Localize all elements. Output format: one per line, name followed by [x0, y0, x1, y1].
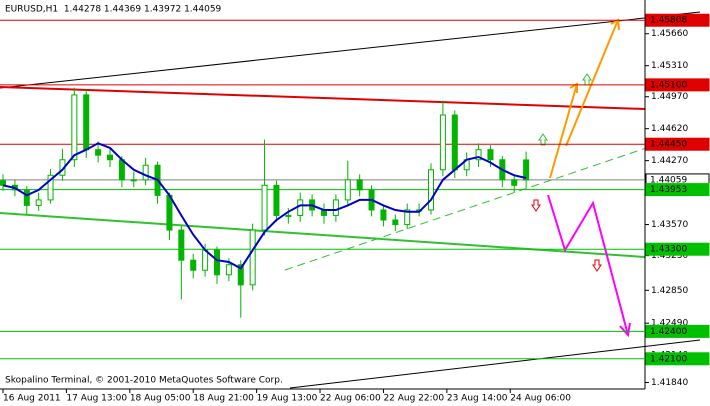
level-label: 1.42400	[650, 327, 687, 337]
level-label-box	[645, 183, 710, 197]
candle-body	[214, 249, 220, 276]
candle-body	[225, 264, 232, 276]
up-arrow-icon	[538, 133, 548, 146]
x-tick-label: 22 Aug 06:00	[320, 394, 381, 404]
candle-body	[142, 164, 149, 181]
resistance-trend	[0, 86, 646, 110]
candle-body	[261, 184, 268, 231]
y-tick-label: 1.42490	[651, 319, 688, 329]
level-label-box	[645, 352, 710, 366]
candle-body	[511, 179, 518, 186]
y-tick-label: 1.45660	[651, 29, 688, 39]
x-tick-label: 22 Aug 22:00	[383, 394, 444, 404]
level-label-box	[645, 242, 710, 256]
candle-body	[428, 169, 434, 211]
level-label-box	[645, 137, 710, 151]
magenta-arrowhead	[619, 322, 631, 338]
y-tick-label: 1.44970	[651, 92, 688, 102]
candle-body	[332, 199, 339, 216]
candle-body	[23, 189, 30, 206]
footer: Skopalino Terminal, © 2001-2010 MetaQuot…	[5, 376, 283, 386]
candle-body	[35, 199, 42, 206]
up-arrow-icon	[582, 73, 592, 86]
channel-bottom	[289, 339, 701, 389]
candle-body	[392, 219, 399, 226]
chart-title: EURUSD,H1 1.44278 1.44369 1.43972 1.4405…	[5, 5, 222, 15]
candle-body	[202, 249, 209, 271]
orange-arrowhead	[569, 82, 578, 93]
candle-body	[487, 149, 494, 161]
channel-top	[0, 11, 701, 89]
candle-body	[47, 174, 54, 201]
y-tick-label: 1.43570	[651, 220, 688, 230]
magenta-path	[547, 194, 629, 336]
candle-body	[118, 159, 125, 181]
candle-body	[285, 214, 292, 217]
x-tick-label: 18 Aug 21:00	[193, 394, 254, 404]
orange-arrow	[549, 83, 578, 179]
candle-body	[95, 149, 102, 156]
level-label-box	[645, 324, 710, 338]
level-label: 1.45100	[650, 80, 687, 90]
candle-body	[356, 179, 363, 191]
y-tick-label: 1.41840	[651, 378, 688, 388]
level-label-box	[645, 78, 710, 92]
y-tick-label: 1.42850	[651, 286, 688, 296]
y-tick-label: 1.44270	[651, 156, 688, 166]
x-tick-label: 23 Aug 14:00	[447, 394, 508, 404]
candle-body	[249, 229, 256, 286]
candle-body	[178, 229, 185, 261]
candle-body	[439, 114, 446, 171]
candle-body	[451, 114, 458, 171]
candle-body	[273, 184, 280, 216]
y-tick-label: 1.45310	[651, 61, 688, 71]
level-label: 1.44059	[650, 175, 687, 185]
down-arrow-icon	[592, 259, 602, 272]
level-label: 1.42100	[650, 354, 687, 364]
candle-body	[523, 159, 530, 181]
x-tick-label: 19 Aug 13:00	[257, 394, 318, 404]
candle-body	[380, 209, 387, 221]
level-label: 1.45808	[650, 16, 687, 26]
x-tick-label: 17 Aug 13:00	[66, 394, 127, 404]
candle-body	[344, 179, 351, 201]
candle-body	[0, 180, 6, 186]
orange-arrow	[565, 19, 619, 147]
candle-body	[237, 264, 244, 286]
candle-body	[475, 149, 482, 161]
candle-body	[404, 209, 411, 226]
y-tick-label: 1.44620	[651, 124, 688, 134]
moving-average	[2, 142, 527, 270]
level-label: 1.44450	[650, 140, 687, 150]
down-arrow-icon	[531, 199, 541, 212]
candle-body	[166, 194, 173, 231]
level-label: 1.43953	[650, 185, 687, 195]
candle-body	[83, 94, 90, 151]
candle-body	[297, 199, 304, 216]
x-tick-label: 24 Aug 06:00	[510, 394, 571, 404]
candle-body	[190, 259, 197, 271]
candle-body	[71, 94, 78, 161]
y-tick-label: 1.43230	[651, 251, 688, 261]
x-tick-label: 16 Aug 2011	[3, 394, 61, 404]
drawings	[0, 11, 701, 389]
candle-body	[107, 154, 113, 161]
level-label: 1.43300	[650, 245, 687, 255]
level-label-box	[645, 13, 710, 27]
candle-body	[130, 179, 137, 182]
x-tick-label: 18 Aug 05:00	[130, 394, 191, 404]
